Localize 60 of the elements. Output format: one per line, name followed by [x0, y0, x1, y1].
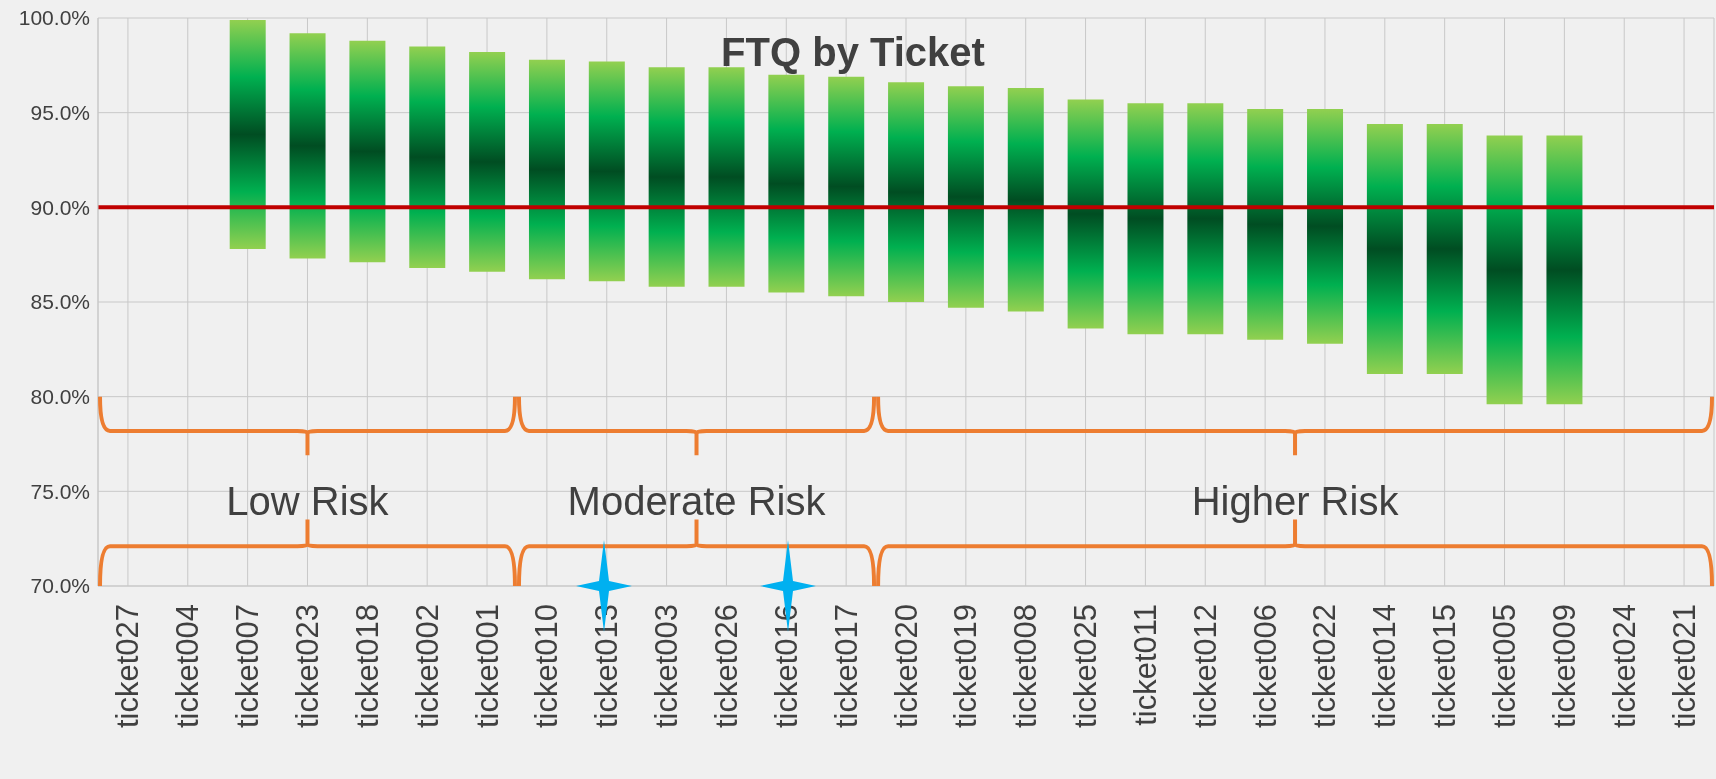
- x-tick-label: ticket008: [1008, 604, 1044, 729]
- bar: [409, 46, 446, 268]
- bar: [289, 33, 326, 259]
- x-tick-label: ticket001: [469, 604, 505, 729]
- y-tick-label: 80.0%: [30, 385, 90, 409]
- x-tick-label: ticket017: [828, 604, 864, 729]
- x-tick-label: ticket024: [1606, 604, 1642, 729]
- x-tick-label: ticket021: [1666, 604, 1702, 729]
- bar: [1426, 124, 1463, 374]
- x-tick-label: ticket018: [349, 604, 385, 729]
- bar: [888, 82, 925, 302]
- x-tick-label: ticket004: [170, 604, 206, 729]
- x-tick-label: ticket025: [1068, 604, 1104, 729]
- bar: [229, 19, 266, 249]
- x-tick-label: ticket012: [1187, 604, 1223, 729]
- x-tick-label: ticket003: [649, 604, 685, 729]
- bar: [768, 74, 805, 293]
- x-tick-label: ticket002: [409, 604, 445, 729]
- x-tick-label: ticket010: [529, 604, 565, 729]
- x-tick-label: ticket023: [289, 604, 325, 729]
- y-tick-label: 90.0%: [30, 195, 90, 219]
- bar: [588, 61, 625, 282]
- x-tick-label: ticket020: [888, 604, 924, 729]
- bar: [1546, 135, 1583, 405]
- x-tick-label: ticket005: [1487, 604, 1523, 729]
- y-tick-label: 85.0%: [30, 290, 90, 314]
- bar: [1307, 108, 1344, 344]
- x-tick-label: ticket015: [1427, 604, 1463, 729]
- x-tick-label: ticket014: [1367, 604, 1403, 729]
- bar: [947, 86, 984, 308]
- x-tick-label: ticket027: [110, 604, 146, 729]
- y-tick-label: 100.0%: [18, 6, 90, 30]
- x-tick-label: ticket022: [1307, 604, 1343, 729]
- bar: [469, 52, 506, 272]
- annotation: Moderate Risk: [567, 478, 827, 523]
- bar: [1486, 135, 1523, 405]
- x-tick-label: ticket009: [1546, 604, 1582, 729]
- x-tick-label: ticket013: [589, 604, 625, 729]
- x-tick-label: ticket019: [948, 604, 984, 729]
- bar: [1067, 99, 1104, 329]
- bar: [528, 59, 565, 280]
- bar: [1366, 124, 1403, 374]
- y-tick-label: 70.0%: [30, 574, 90, 598]
- bar: [648, 67, 685, 287]
- annotation: Higher Risk: [1191, 478, 1400, 523]
- chart-title: FTQ by Ticket: [721, 30, 985, 74]
- bar: [1127, 103, 1164, 335]
- x-tick-label: ticket006: [1247, 604, 1283, 729]
- x-tick-label: ticket016: [768, 604, 804, 729]
- bar: [1007, 88, 1044, 312]
- x-tick-label: ticket026: [708, 604, 744, 729]
- bar: [349, 40, 386, 263]
- bar: [1187, 103, 1224, 335]
- y-tick-label: 95.0%: [30, 101, 90, 125]
- annotation: Low Risk: [226, 478, 390, 523]
- bar: [1247, 108, 1284, 340]
- bar: [828, 76, 865, 297]
- y-tick-label: 75.0%: [30, 479, 90, 503]
- x-tick-label: ticket007: [230, 604, 266, 729]
- x-tick-label: ticket011: [1127, 604, 1163, 726]
